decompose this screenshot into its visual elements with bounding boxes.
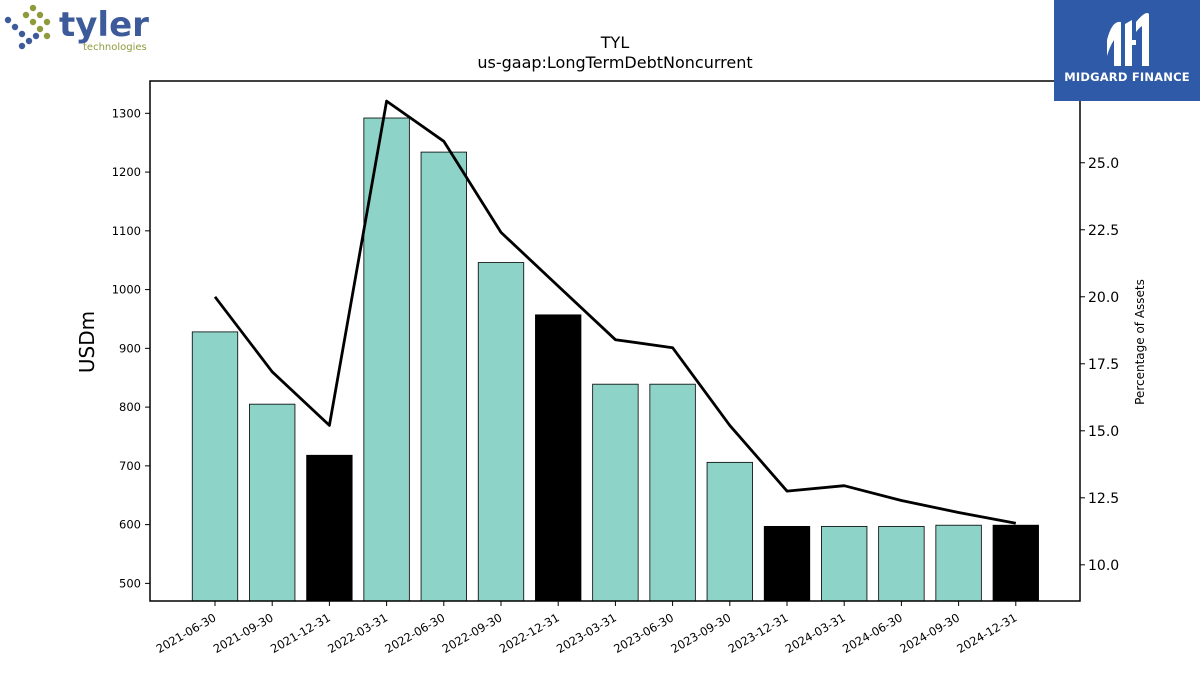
tyler-logo: tyler technologies [2, 2, 152, 54]
y2-tick-label: 17.5 [1088, 357, 1119, 373]
y2-tick-label: 12.5 [1088, 491, 1119, 507]
chart-title: TYL [600, 33, 630, 52]
bar-2022-12-31 [535, 314, 582, 602]
percentage-line-group [213, 99, 1017, 525]
bar-2021-09-30 [249, 403, 296, 602]
bar-2024-03-31 [821, 525, 868, 602]
bar-2023-03-31 [592, 383, 639, 602]
midgard-finance-logo: MIDGARD FINANCE [1054, 0, 1200, 101]
percentage-line [213, 99, 1017, 525]
midgard-logo-mark-icon [1107, 13, 1149, 66]
bar-2021-06-30 [191, 331, 239, 602]
right-axis-ticks: 10.012.515.017.520.022.525.027.5 [1080, 89, 1119, 574]
x-tick-label: 2021-06-30 [154, 610, 219, 656]
y2-tick-label: 10.0 [1088, 558, 1119, 574]
x-tick-label: 2021-09-30 [211, 610, 276, 656]
bar-2023-06-30 [649, 383, 696, 602]
tyler-logo-mark-icon: tyler technologies [4, 4, 149, 53]
plot-frame [149, 80, 1081, 602]
bar-2022-06-30 [420, 151, 467, 602]
x-tick-label: 2023-09-30 [668, 610, 733, 656]
bar-group [191, 117, 1039, 602]
x-tick-label: 2024-03-31 [783, 610, 848, 656]
y-tick-label: 900 [119, 341, 141, 355]
bar-2021-12-31 [306, 454, 353, 602]
bar-2024-06-30 [878, 525, 925, 602]
x-tick-label: 2023-03-31 [554, 610, 619, 656]
bar-2022-03-31 [363, 117, 410, 602]
bar-2023-09-30 [706, 461, 753, 602]
bar-2022-09-30 [477, 262, 525, 602]
bar-2024-09-30 [935, 524, 982, 602]
y-tick-label: 1300 [112, 106, 141, 120]
x-tick-label: 2022-09-30 [440, 610, 505, 656]
y-tick-label: 1100 [112, 224, 141, 238]
x-axis-ticks: 2021-06-302021-09-302021-12-312022-03-31… [154, 601, 1019, 656]
x-tick-label: 2021-12-31 [268, 610, 333, 656]
x-tick-label: 2023-06-30 [611, 610, 676, 656]
tyler-logo-brand: tyler [59, 5, 149, 45]
x-tick-label: 2022-12-31 [497, 610, 562, 656]
bar-2024-12-31 [992, 524, 1039, 602]
bar-2023-12-31 [763, 525, 811, 602]
y-tick-label: 1000 [112, 283, 141, 297]
x-tick-label: 2022-06-30 [382, 610, 447, 656]
x-tick-label: 2024-09-30 [897, 610, 962, 656]
x-tick-label: 2024-12-31 [954, 610, 1019, 656]
chart-subtitle: us-gaap:LongTermDebtNoncurrent [477, 53, 752, 72]
midgard-logo-text: MIDGARD FINANCE [1064, 70, 1190, 84]
y2-tick-label: 25.0 [1088, 156, 1119, 172]
y-tick-label: 700 [119, 459, 141, 473]
y-tick-label: 600 [119, 518, 141, 532]
left-axis-ticks: 500 600 700 800 900 1000 1100 1200 1300 [112, 106, 150, 590]
x-tick-label: 2024-06-30 [840, 610, 905, 656]
y2-tick-label: 15.0 [1088, 424, 1119, 440]
x-tick-label: 2023-12-31 [726, 610, 791, 656]
x-tick-label: 2022-03-31 [325, 610, 390, 656]
y2-axis-label: Percentage of Assets [1133, 279, 1147, 405]
y2-tick-label: 20.0 [1088, 290, 1119, 306]
y-axis-label: USDm [75, 311, 99, 373]
y-tick-label: 1200 [112, 165, 141, 179]
y-tick-label: 800 [119, 400, 141, 414]
y2-tick-label: 22.5 [1088, 223, 1119, 239]
tyler-logo-sub: technologies [83, 42, 147, 53]
y-tick-label: 500 [119, 576, 141, 590]
